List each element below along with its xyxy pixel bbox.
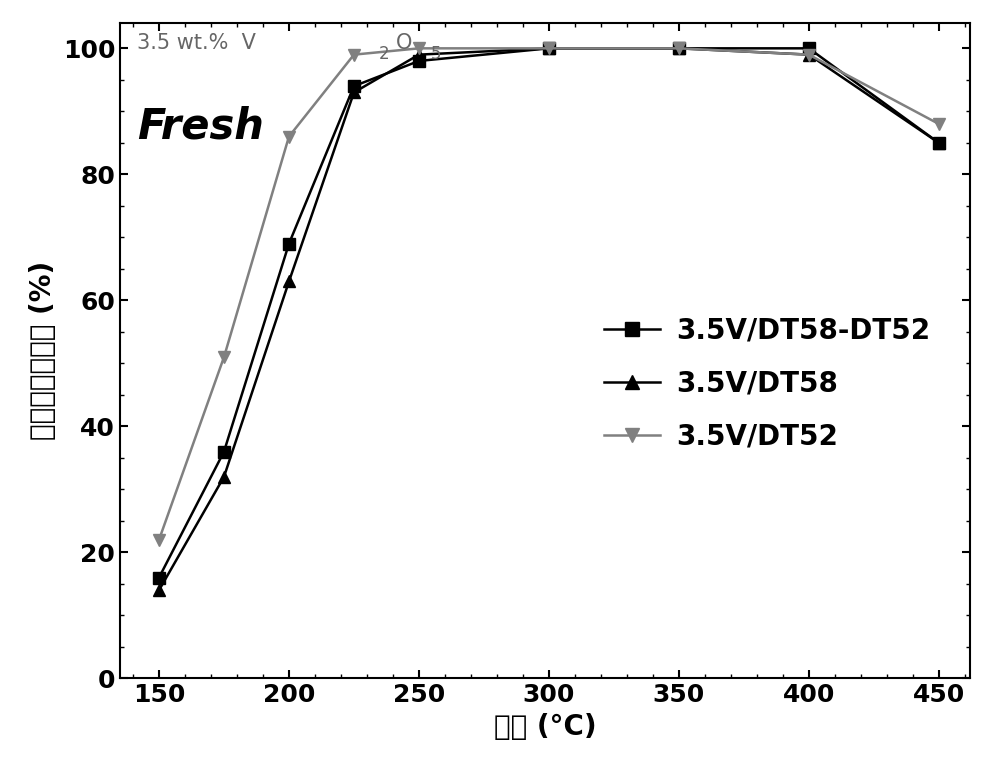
- 3.5V/DT52: [673, 44, 685, 53]
- 3.5V/DT58: [283, 277, 295, 286]
- 3.5V/DT58-DT52: [933, 138, 945, 147]
- 3.5V/DT58-DT52: [413, 56, 425, 66]
- Text: 5: 5: [430, 45, 441, 62]
- Text: Fresh: Fresh: [137, 105, 264, 147]
- Line: 3.5V/DT52: 3.5V/DT52: [153, 42, 944, 545]
- 3.5V/DT58: [933, 138, 945, 147]
- Text: O: O: [396, 33, 413, 53]
- 3.5V/DT52: [803, 50, 815, 59]
- 3.5V/DT58-DT52: [543, 44, 555, 53]
- 3.5V/DT52: [283, 132, 295, 141]
- 3.5V/DT58: [348, 88, 360, 97]
- 3.5V/DT52: [218, 352, 230, 362]
- 3.5V/DT58-DT52: [153, 573, 165, 582]
- Line: 3.5V/DT58-DT52: 3.5V/DT58-DT52: [153, 42, 944, 583]
- 3.5V/DT58-DT52: [803, 44, 815, 53]
- 3.5V/DT58: [543, 44, 555, 53]
- Y-axis label: 氯氧化物转化率 (%): 氯氧化物转化率 (%): [29, 261, 57, 440]
- 3.5V/DT52: [933, 120, 945, 129]
- Legend: 3.5V/DT58-DT52, 3.5V/DT58, 3.5V/DT52: 3.5V/DT58-DT52, 3.5V/DT58, 3.5V/DT52: [596, 308, 939, 459]
- 3.5V/DT58: [153, 586, 165, 595]
- 3.5V/DT58-DT52: [283, 239, 295, 248]
- 3.5V/DT58: [413, 50, 425, 59]
- 3.5V/DT58-DT52: [673, 44, 685, 53]
- 3.5V/DT52: [543, 44, 555, 53]
- Text: 3.5 wt.%  V: 3.5 wt.% V: [137, 33, 256, 53]
- Line: 3.5V/DT58: 3.5V/DT58: [153, 42, 944, 596]
- 3.5V/DT52: [348, 50, 360, 59]
- 3.5V/DT58-DT52: [218, 447, 230, 456]
- 3.5V/DT58-DT52: [348, 82, 360, 91]
- X-axis label: 温度 (°C): 温度 (°C): [494, 713, 596, 741]
- 3.5V/DT58: [673, 44, 685, 53]
- 3.5V/DT58: [218, 472, 230, 481]
- 3.5V/DT52: [153, 535, 165, 544]
- Text: 2: 2: [379, 45, 390, 62]
- 3.5V/DT58: [803, 50, 815, 59]
- 3.5V/DT52: [413, 44, 425, 53]
